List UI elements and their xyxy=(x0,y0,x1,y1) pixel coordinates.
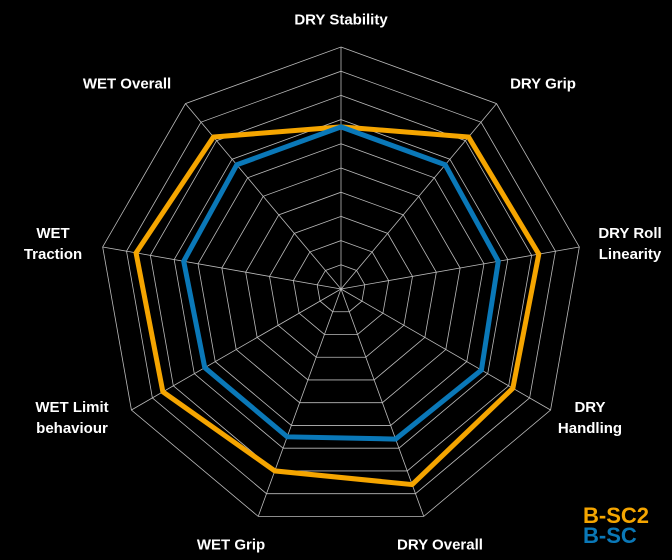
axis-label: DRY Grip xyxy=(510,75,576,93)
grid-ring xyxy=(221,167,461,404)
legend-entry: B-SC2 xyxy=(583,503,650,528)
grid-ring xyxy=(102,46,580,517)
series-line xyxy=(181,124,501,442)
spoke xyxy=(185,103,342,290)
spoke xyxy=(340,288,425,517)
axis-label: WET Overall xyxy=(82,75,172,93)
axis-label: WET Traction xyxy=(23,225,83,263)
spoke xyxy=(131,288,342,411)
spoke xyxy=(340,103,497,290)
series-line xyxy=(133,124,542,488)
grid-ring xyxy=(316,264,366,313)
grid-ring xyxy=(126,70,556,495)
grid-ring xyxy=(269,215,413,358)
axis-label: DRY Roll Linearity xyxy=(598,225,662,263)
spoke xyxy=(102,246,342,290)
spoke xyxy=(340,288,551,411)
axis-label: DRY Stability xyxy=(294,11,388,29)
grid-ring xyxy=(292,240,390,335)
spoke xyxy=(257,288,342,517)
axis-label: DRY Handling xyxy=(557,399,623,437)
axis-label: DRY Overall xyxy=(397,536,483,554)
axis-label: WET Limit behaviour xyxy=(35,399,109,437)
grid-ring xyxy=(245,191,437,381)
legend-entry: B-SC xyxy=(583,523,637,548)
grid-ring xyxy=(173,119,509,449)
axis-label: WET Grip xyxy=(196,536,266,554)
spoke xyxy=(340,246,580,290)
grid-ring xyxy=(197,143,485,426)
grid-ring xyxy=(149,94,533,472)
